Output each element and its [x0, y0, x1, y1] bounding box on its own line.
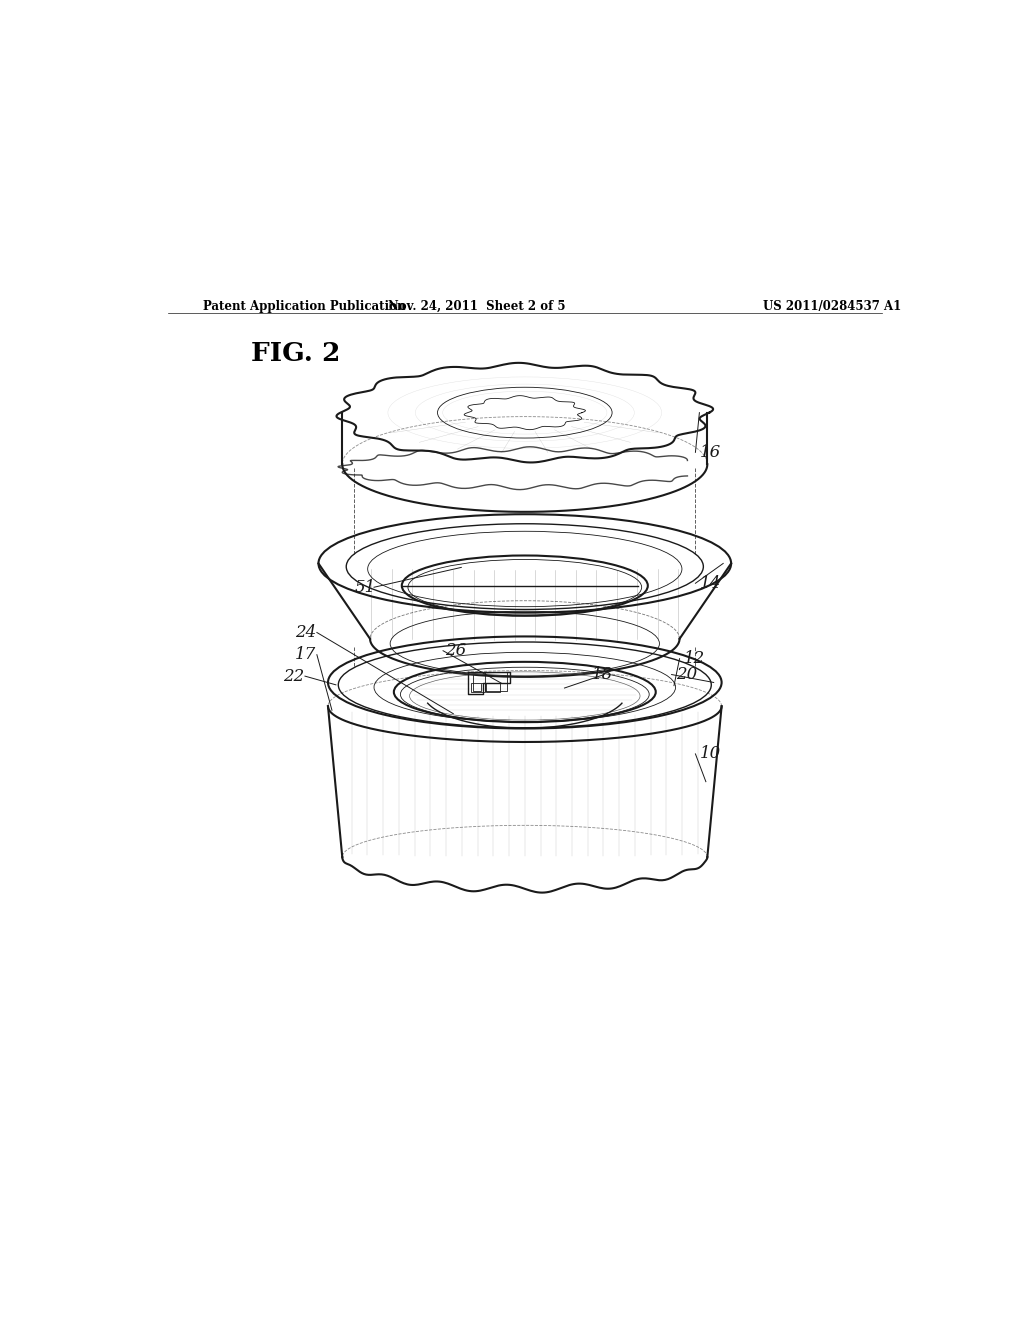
- Text: Patent Application Publication: Patent Application Publication: [204, 300, 406, 313]
- Text: 26: 26: [445, 643, 467, 659]
- Text: 14: 14: [699, 574, 721, 591]
- Text: 51: 51: [354, 578, 376, 595]
- Text: 24: 24: [295, 624, 316, 642]
- Text: Nov. 24, 2011  Sheet 2 of 5: Nov. 24, 2011 Sheet 2 of 5: [388, 300, 566, 313]
- Text: 22: 22: [283, 668, 304, 685]
- Text: US 2011/0284537 A1: US 2011/0284537 A1: [763, 300, 901, 313]
- Text: 12: 12: [684, 651, 705, 667]
- Text: 18: 18: [592, 667, 613, 682]
- Text: 10: 10: [699, 746, 721, 763]
- Text: FIG. 2: FIG. 2: [251, 342, 340, 366]
- Text: 20: 20: [676, 667, 697, 682]
- Text: 17: 17: [295, 647, 316, 663]
- Text: 16: 16: [699, 444, 721, 461]
